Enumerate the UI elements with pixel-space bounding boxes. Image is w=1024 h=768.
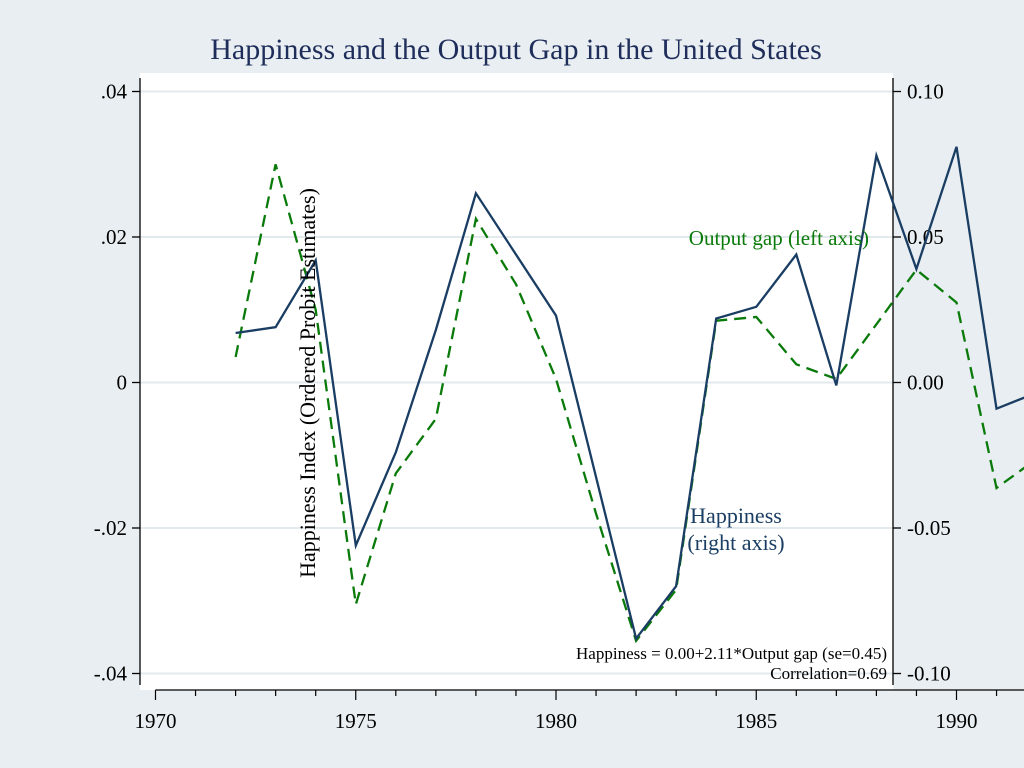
y-left-tick-label: .02 [101, 225, 127, 249]
x-tick-label: 1990 [936, 709, 978, 733]
y-axis-title: Happiness Index (Ordered Probit Estimate… [295, 188, 320, 578]
x-tick-label: 1980 [535, 709, 577, 733]
correlation-text: Correlation=0.69 [770, 664, 887, 683]
y-right-tick-label: -0.05 [907, 516, 951, 540]
x-tick-label: 1970 [135, 709, 177, 733]
chart-title: Happiness and the Output Gap in the Unit… [210, 33, 822, 66]
x-tick-label: 1975 [335, 709, 377, 733]
y-left-tick-label: -.02 [94, 516, 127, 540]
y-left-tick-label: -.04 [94, 662, 128, 686]
happiness-label-line2: (right axis) [687, 530, 784, 555]
y-right-tick-label: 0.00 [907, 371, 944, 395]
y-left-tick-label: 0 [117, 371, 128, 395]
output-gap-label: Output gap (left axis) [689, 226, 869, 250]
regression-text: Happiness = 0.00+2.11*Output gap (se=0.4… [576, 644, 887, 663]
happiness-label-line1: Happiness [690, 503, 782, 528]
gridlines [140, 90, 893, 675]
y-left-tick-label: .04 [101, 80, 128, 104]
happiness-line [235, 146, 1024, 642]
y-right-tick-label: -0.10 [907, 662, 951, 686]
x-tick-label: 1985 [735, 709, 777, 733]
data-lines [234, 146, 1024, 644]
output-gap-line [234, 163, 1024, 644]
y-right-tick-label: 0.05 [907, 225, 944, 249]
y-right-tick-label: 0.10 [907, 80, 944, 104]
